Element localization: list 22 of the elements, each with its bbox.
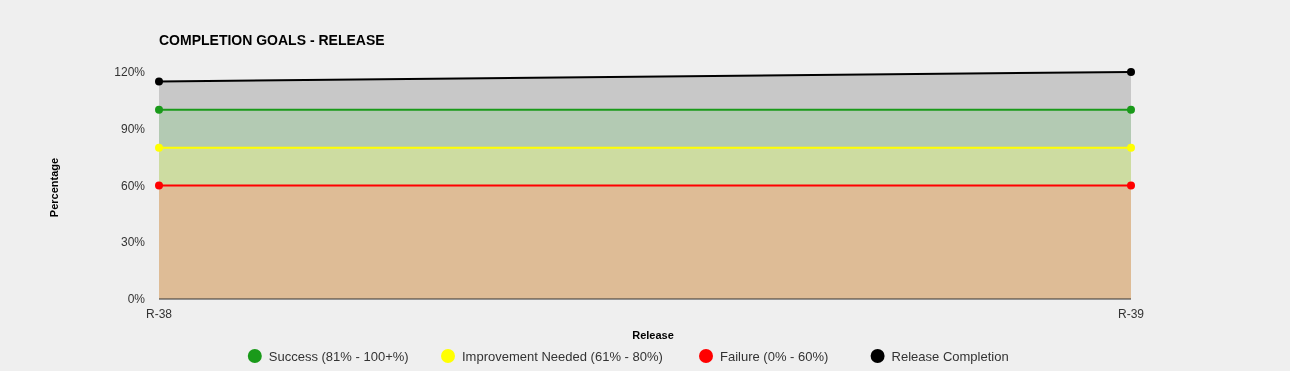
y-tick-label: 30% [120, 235, 146, 250]
point [155, 181, 163, 190]
point [155, 143, 163, 152]
x-tick-label: R-38 [145, 307, 173, 321]
y-axis-title: Percentage [48, 157, 60, 218]
point [1127, 181, 1135, 190]
chart-title: COMPLETION GOALS - RELEASE [159, 32, 385, 48]
point [1127, 143, 1135, 152]
y-tick-label: 120% [114, 65, 146, 80]
point [1127, 68, 1135, 76]
point [155, 105, 163, 114]
legend-label: Release Completion [891, 348, 1009, 364]
y-tick-label: 60% [120, 178, 146, 193]
legend-label: Success (81% - 100+%) [268, 348, 409, 364]
point [155, 77, 163, 86]
legend-label: Improvement Needed (61% - 80%) [462, 348, 663, 364]
x-tick-label: R-39 [1117, 307, 1145, 321]
x-axis-title: Release [632, 329, 674, 341]
y-tick-label: 0% [127, 292, 146, 307]
point [1127, 105, 1135, 114]
legend-label: Failure (0% - 60%) [720, 348, 829, 364]
y-tick-label: 90% [120, 121, 146, 136]
